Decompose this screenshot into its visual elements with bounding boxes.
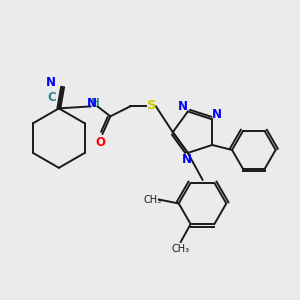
- Text: N: N: [212, 108, 222, 121]
- Text: H: H: [91, 98, 100, 108]
- Text: S: S: [147, 99, 157, 112]
- Text: O: O: [95, 136, 106, 148]
- Text: C: C: [47, 91, 56, 104]
- Text: N: N: [178, 100, 188, 113]
- Text: N: N: [46, 76, 56, 89]
- Text: N: N: [182, 153, 192, 166]
- Text: CH₃: CH₃: [172, 244, 190, 254]
- Text: CH₃: CH₃: [144, 194, 162, 205]
- Text: N: N: [86, 97, 97, 110]
